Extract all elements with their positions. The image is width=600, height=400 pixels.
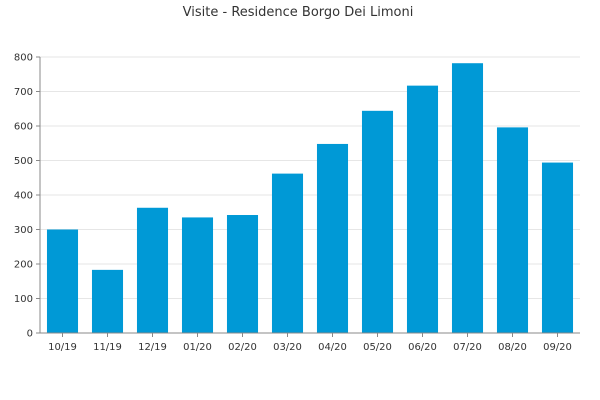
x-tick-label: 03/20 [273,342,302,353]
x-tick-label: 07/20 [453,342,482,353]
x-tick-labels: 10/19 11/19 12/19 01/20 02/20 03/20 04/20 05/20… [48,342,572,353]
y-tick-label: 600 [14,122,33,133]
x-tick-label: 08/20 [498,342,527,353]
bar[interactable] [226,215,259,333]
y-tick-label: 800 [14,53,33,64]
bar[interactable] [496,127,529,333]
y-tick-label: 0 [27,329,33,340]
bar[interactable] [181,217,214,333]
chart-title: Visite - Residence Borgo Dei Limoni [183,5,414,20]
x-tick-label: 01/20 [183,342,212,353]
bars [46,63,574,334]
bar[interactable] [361,110,394,333]
y-tick-label: 100 [14,294,33,305]
bar[interactable] [271,173,304,333]
bar[interactable] [406,85,439,333]
y-tick-label: 200 [14,260,33,271]
x-tick-label: 11/19 [93,342,122,353]
x-tick-label: 12/19 [138,342,167,353]
y-tick-label: 400 [14,191,33,202]
x-tick-label: 10/19 [48,342,77,353]
bar[interactable] [541,162,574,333]
bar[interactable] [46,229,79,334]
bar[interactable] [136,207,169,333]
y-tick-label: 700 [14,87,33,98]
x-tick-label: 06/20 [408,342,437,353]
x-tick-label: 04/20 [318,342,347,353]
y-tick-label: 300 [14,225,33,236]
y-tick-labels: 0 100 200 300 400 500 600 700 800 [14,53,33,340]
x-tick-label: 05/20 [363,342,392,353]
x-tick-label: 02/20 [228,342,257,353]
bar[interactable] [316,143,349,333]
y-tick-label: 500 [14,156,33,167]
axes [36,56,580,337]
gridlines [40,56,580,299]
bar[interactable] [451,63,484,334]
x-tick-label: 09/20 [543,342,572,353]
bar[interactable] [91,269,124,333]
